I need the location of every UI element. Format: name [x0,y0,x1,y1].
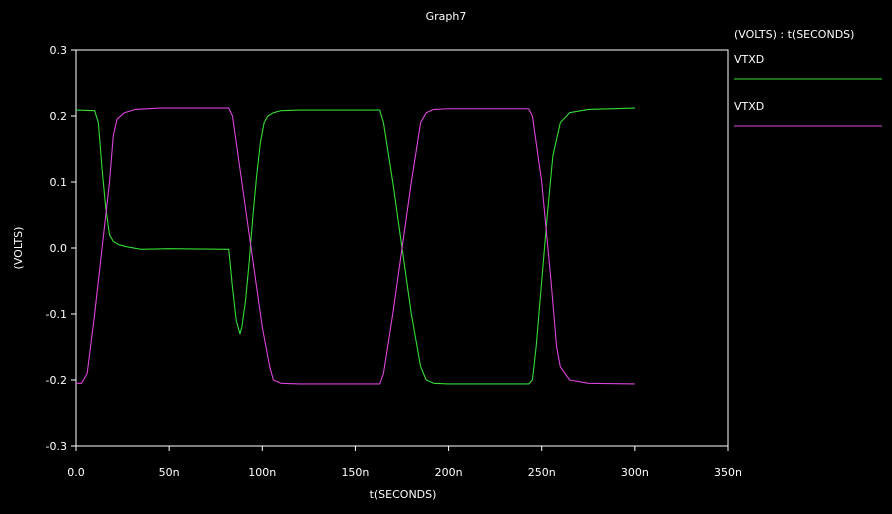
x-axis-label: t(SECONDS) [370,488,437,501]
y-tick-label: -0.3 [46,440,67,453]
y-axis: 0.3 0.2 0.1 0.0 -0.1 -0.2 -0.3 [46,44,76,453]
series-line-2 [76,107,635,385]
y-axis-label: (VOLTS) [12,227,25,270]
y-tick-label: 0.2 [50,110,68,123]
x-tick-label: 150n [341,466,369,479]
x-tick-label: 350n [714,466,742,479]
series-group [75,107,635,385]
y-tick-label: -0.2 [46,374,67,387]
y-tick-label: 0.3 [50,44,68,57]
x-tick-label: 100n [248,466,276,479]
x-tick-label: 0.0 [67,466,85,479]
legend-label-1: VTXD [734,53,764,66]
y-tick-label: 0.1 [50,176,68,189]
series-line-1 [75,107,635,385]
legend-header: (VOLTS) : t(SECONDS) [734,28,854,41]
chart-title: Graph7 [426,10,467,23]
legend: (VOLTS) : t(SECONDS) VTXD VTXD [734,28,882,127]
x-tick-label: 300n [621,466,649,479]
x-axis: 0.0 50n 100n 150n 200n 250n 300n 350n [67,446,742,479]
x-tick-label: 200n [435,466,463,479]
y-tick-label: 0.0 [50,242,68,255]
legend-label-2: VTXD [734,100,764,113]
x-tick-label: 50n [159,466,180,479]
y-tick-label: -0.1 [46,308,67,321]
x-tick-label: 250n [528,466,556,479]
legend-entries: VTXD VTXD [734,53,882,127]
